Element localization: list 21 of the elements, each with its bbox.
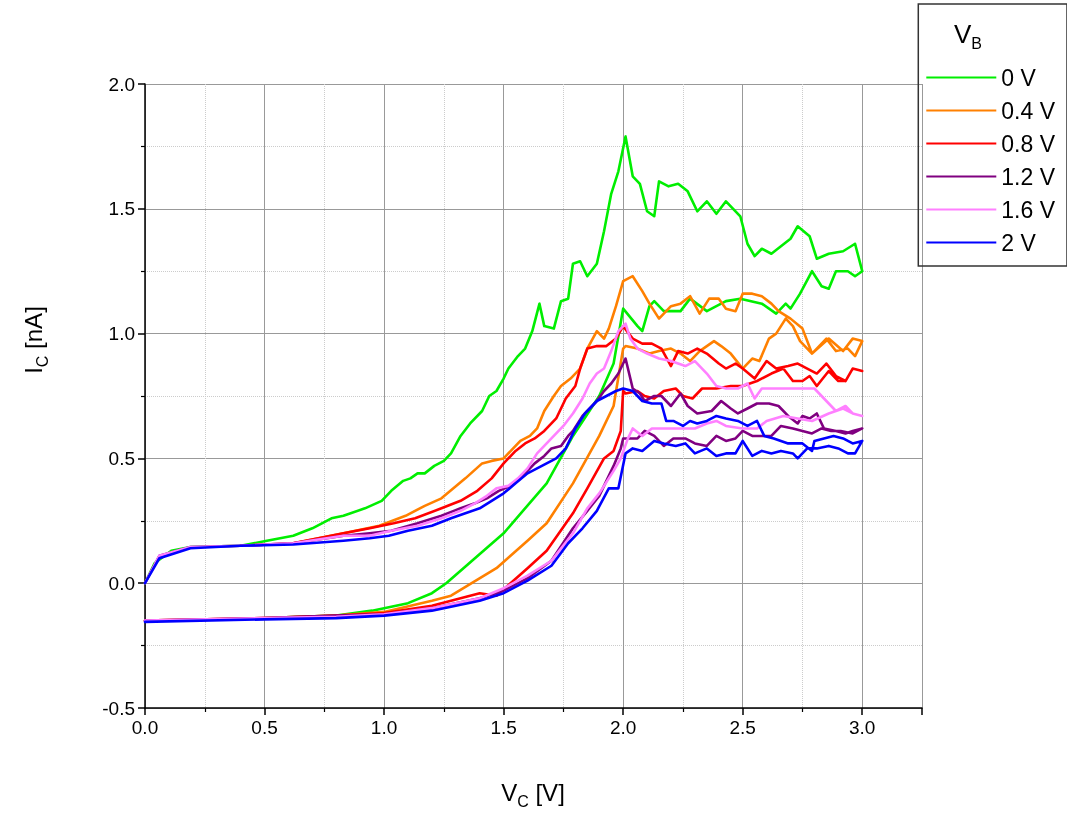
legend-label: 0 V — [1001, 64, 1037, 91]
x-tick-label: 0.0 — [131, 717, 159, 738]
y-tick-label: 2.0 — [108, 73, 135, 95]
legend-label: 1.6 V — [1001, 196, 1056, 223]
legend-title: V$_{B}$ — [953, 18, 983, 53]
x-tick-label: 0.5 — [251, 717, 278, 738]
legend-label: 2 V — [1001, 229, 1037, 256]
x-tick-label: 1.0 — [370, 717, 398, 738]
y-tick-label: 0.0 — [108, 572, 135, 594]
x-tick-label: 2.0 — [609, 717, 637, 738]
y-tick-label: -0.5 — [102, 697, 135, 719]
y-tick-label: 1.0 — [108, 323, 135, 345]
x-axis-title: V$_{C}$ [V] — [501, 778, 565, 811]
x-tick-label: 2.5 — [729, 717, 756, 738]
legend-label: 0.8 V — [1001, 130, 1056, 157]
x-tick-label: 1.5 — [490, 717, 517, 738]
y-tick-label: 1.5 — [108, 198, 135, 220]
y-tick-label: 0.5 — [108, 447, 135, 469]
x-tick-label: 3.0 — [849, 717, 876, 738]
legend-label: 0.4 V — [1001, 97, 1056, 124]
legend-label: 1.2 V — [1001, 163, 1056, 190]
